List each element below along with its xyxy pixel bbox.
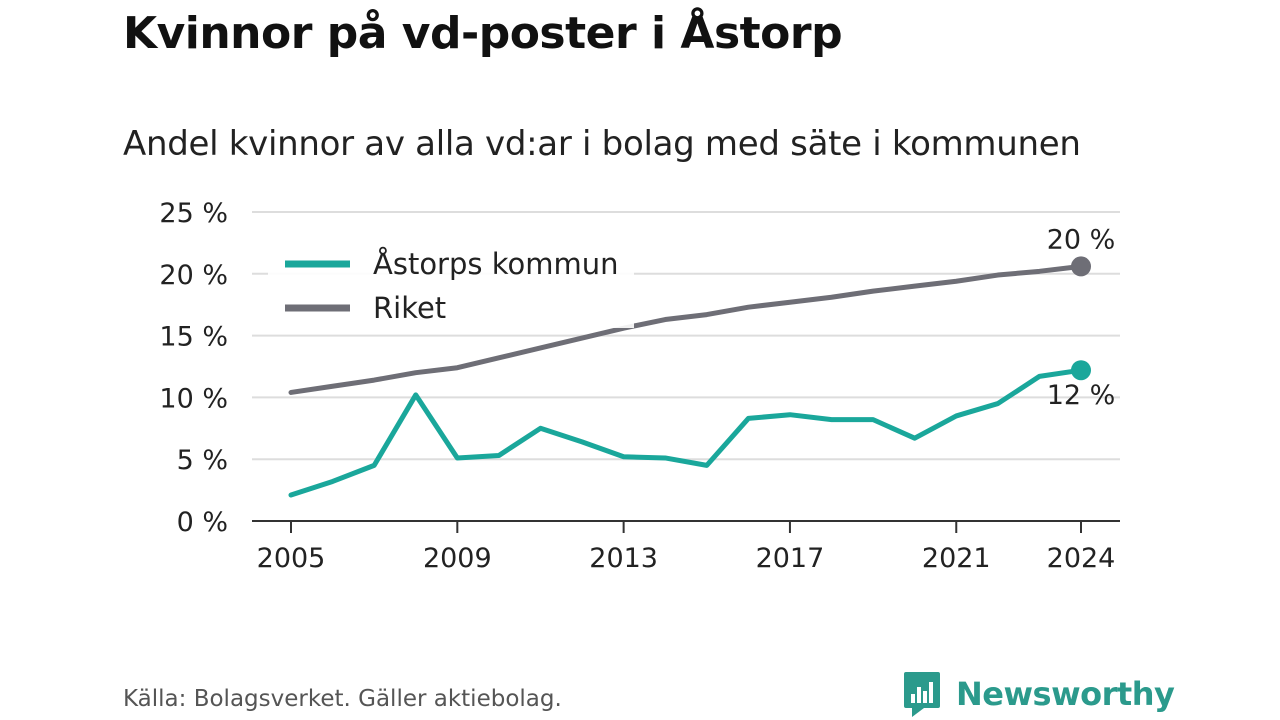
- x-tick-label: 2005: [257, 543, 326, 574]
- x-tick-label: 2009: [423, 543, 492, 574]
- brand-name: Newsworthy: [956, 675, 1175, 713]
- legend-label-riket: Riket: [373, 291, 446, 325]
- end-label-riket: 20 %: [1047, 224, 1116, 255]
- y-axis-ticks: 0 % 5 % 10 % 15 % 20 % 25 %: [159, 198, 228, 538]
- y-tick-label: 0 %: [177, 507, 228, 538]
- y-tick-label: 15 %: [159, 322, 228, 353]
- legend-background: [268, 236, 634, 328]
- x-tick-label: 2013: [589, 543, 658, 574]
- x-tick-label: 2017: [756, 543, 825, 574]
- end-point-astorp: [1071, 360, 1091, 381]
- x-axis-ticks: 2005 2009 2013 2017 2021 2024: [257, 521, 1116, 574]
- end-labels: 20 % 12 %: [1047, 224, 1116, 411]
- x-tick-label: 2021: [922, 543, 991, 574]
- y-tick-label: 25 %: [159, 198, 228, 229]
- legend-label-astorp: Åstorps kommun: [373, 247, 618, 281]
- series-line-riket: [288, 263, 1084, 395]
- series-line-astorp: [288, 367, 1084, 498]
- chart-title: Kvinnor på vd-poster i Åstorp: [123, 8, 843, 59]
- brand-logo: Newsworthy: [902, 670, 1175, 718]
- source-note: Källa: Bolagsverket. Gäller aktiebolag.: [123, 686, 562, 712]
- line-chart: 0 %5 %10 %15 %20 %25 % 2005 2009 2013 2017 2…: [159, 198, 1120, 574]
- y-tick-label: 10 %: [159, 383, 228, 414]
- y-tick-label: 5 %: [177, 445, 228, 476]
- y-tick-label: 20 %: [159, 260, 228, 291]
- legend: Åstorps kommun Riket: [268, 236, 634, 328]
- end-label-astorp: 12 %: [1047, 380, 1116, 411]
- x-tick-label: 2024: [1047, 543, 1116, 574]
- series-lines: [288, 256, 1091, 498]
- end-point-riket: [1071, 256, 1091, 277]
- bar-chart-speech-bubble-icon: [904, 672, 940, 717]
- chart-subtitle: Andel kvinnor av alla vd:ar i bolag med …: [123, 124, 1081, 164]
